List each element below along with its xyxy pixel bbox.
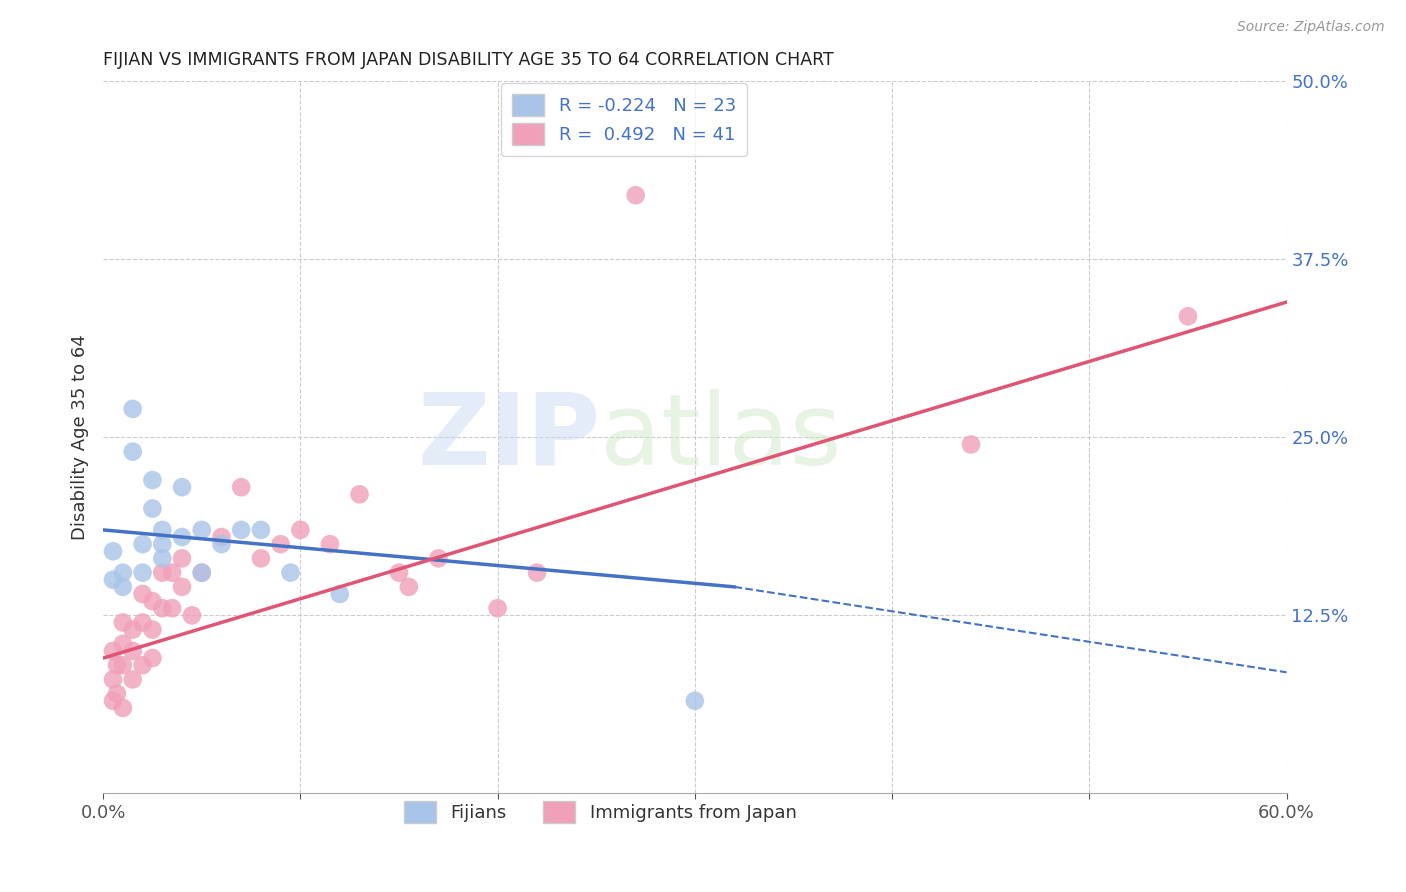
Point [960, 437, 983, 451]
Text: FIJIAN VS IMMIGRANTS FROM JAPAN DISABILITY AGE 35 TO 64 CORRELATION CHART: FIJIAN VS IMMIGRANTS FROM JAPAN DISABILI… [103, 51, 834, 69]
Point [190, 523, 212, 537]
Point [150, 537, 173, 551]
Point [111, 637, 134, 651]
Point [131, 537, 153, 551]
Point [290, 523, 312, 537]
Point [131, 587, 153, 601]
Point [141, 473, 163, 487]
Point [190, 566, 212, 580]
Point [329, 587, 352, 601]
Point [683, 694, 706, 708]
Point [250, 551, 273, 566]
Point [121, 401, 143, 416]
Point [111, 580, 134, 594]
Point [111, 615, 134, 630]
Point [270, 537, 292, 551]
Point [211, 530, 233, 544]
Point [131, 615, 153, 630]
Point [231, 480, 253, 494]
Point [211, 537, 233, 551]
Point [150, 601, 173, 615]
Point [131, 658, 153, 673]
Point [160, 566, 183, 580]
Point [141, 651, 163, 665]
Point [121, 644, 143, 658]
Point [150, 551, 173, 566]
Point [170, 580, 193, 594]
Point [388, 566, 411, 580]
Point [111, 566, 134, 580]
Point [170, 530, 193, 544]
Point [398, 580, 420, 594]
Point [101, 673, 124, 687]
Point [141, 501, 163, 516]
Text: atlas: atlas [600, 389, 842, 486]
Point [150, 523, 173, 537]
Point [349, 487, 371, 501]
Point [131, 566, 153, 580]
Point [141, 594, 163, 608]
Point [250, 523, 273, 537]
Point [170, 480, 193, 494]
Point [180, 608, 202, 623]
Point [101, 694, 124, 708]
Point [101, 544, 124, 558]
Y-axis label: Disability Age 35 to 64: Disability Age 35 to 64 [72, 334, 89, 541]
Point [121, 444, 143, 458]
Point [101, 644, 124, 658]
Point [121, 623, 143, 637]
Point [101, 573, 124, 587]
Point [1177, 310, 1199, 324]
Point [111, 658, 134, 673]
Point [319, 537, 342, 551]
Point [150, 566, 173, 580]
Point [121, 673, 143, 687]
Point [486, 601, 509, 615]
Point [160, 601, 183, 615]
Point [280, 566, 302, 580]
Legend: Fijians, Immigrants from Japan: Fijians, Immigrants from Japan [392, 790, 807, 834]
Point [105, 658, 128, 673]
Point [141, 623, 163, 637]
Point [526, 566, 548, 580]
Point [190, 566, 212, 580]
Point [105, 687, 128, 701]
Point [231, 523, 253, 537]
Point [170, 551, 193, 566]
Point [111, 701, 134, 715]
Point [624, 188, 647, 202]
Text: ZIP: ZIP [418, 389, 600, 486]
Text: Source: ZipAtlas.com: Source: ZipAtlas.com [1237, 20, 1385, 34]
Point [427, 551, 450, 566]
